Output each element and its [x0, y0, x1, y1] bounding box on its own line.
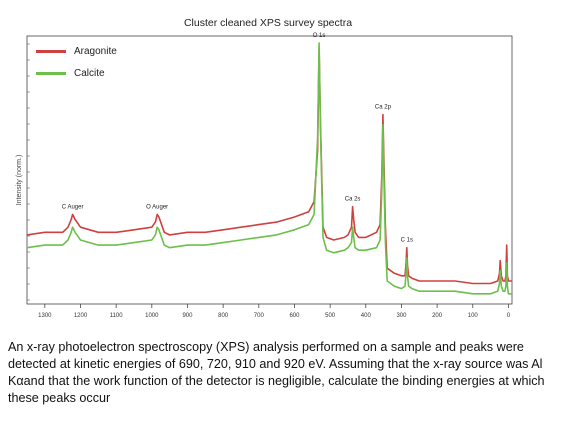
x-tick-label: 1200: [74, 313, 88, 319]
chart-legend: Aragonite Calcite: [36, 40, 146, 84]
legend-swatch-aragonite: [36, 49, 66, 53]
legend-swatch-calcite: [36, 71, 66, 75]
x-tick-label: 500: [325, 313, 336, 319]
x-tick-label: 800: [218, 313, 229, 319]
x-tick-label: 1000: [145, 313, 159, 319]
peak-label-o-auger: O Auger: [146, 204, 168, 210]
x-tick-label: 400: [361, 313, 372, 319]
peak-label-c-1s: C 1s: [401, 238, 413, 244]
x-tick-label: 300: [396, 313, 407, 319]
peak-label-c-auger: C Auger: [62, 204, 84, 210]
x-tick-label: 900: [182, 313, 193, 319]
peak-label-ca-2s: Ca 2s: [345, 197, 361, 203]
plot-area-frame: [26, 35, 513, 305]
x-tick-label: 1300: [38, 313, 52, 319]
legend-label-aragonite: Aragonite: [74, 45, 117, 57]
chart-title: Cluster cleaned XPS survey spectra: [184, 17, 352, 29]
xps-chart: Cluster cleaned XPS survey spectra Inten…: [16, 17, 513, 319]
series-line-aragonite: [26, 47, 512, 285]
xps-figure: Cluster cleaned XPS survey spectra Inten…: [16, 17, 513, 319]
legend-label-calcite: Calcite: [74, 67, 105, 79]
series-line-calcite: [26, 42, 512, 295]
x-tick-label: 1100: [110, 313, 124, 319]
x-tick-label: 700: [254, 313, 265, 319]
question-text: An x-ray photoelectron spectroscopy (XPS…: [8, 340, 545, 405]
x-tick-label: 200: [432, 313, 443, 319]
x-tick-label: 600: [289, 313, 300, 319]
peak-label-ca-2p: Ca 2p: [375, 105, 392, 111]
legend-item-calcite: Calcite: [36, 62, 146, 84]
legend-item-aragonite: Aragonite: [36, 40, 146, 62]
peak-label-o-1s: O 1s: [313, 33, 326, 39]
y-axis-label: Intensity (norm.): [16, 155, 23, 206]
x-tick-label: 0: [507, 313, 511, 319]
x-tick-label: 100: [468, 313, 479, 319]
